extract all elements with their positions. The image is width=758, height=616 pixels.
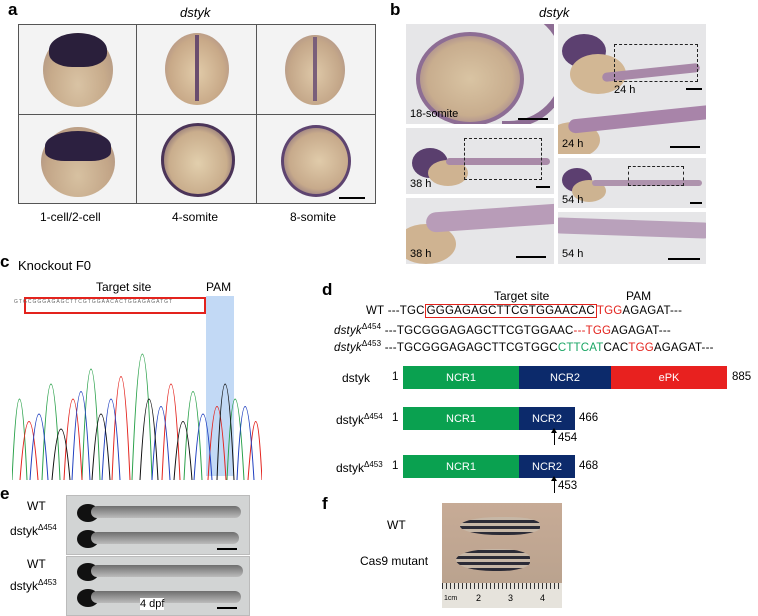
protein-label-d454: dstykΔ454	[336, 412, 383, 427]
embryo-1cell-top	[43, 33, 113, 107]
panel-e-label: e	[0, 484, 10, 503]
domain-epk: ePK	[611, 366, 727, 389]
embryo-4somite-top	[165, 33, 229, 105]
protein-start-d453: 1	[392, 460, 399, 472]
panel-a-label: a	[8, 0, 18, 19]
larvae-pair-2	[66, 556, 250, 616]
larvae-pair-1	[66, 495, 250, 555]
protein-start-wt: 1	[392, 371, 399, 383]
domain-ncr1-d454: NCR1	[403, 407, 519, 430]
photo-54h-zoom: 54 h	[558, 212, 706, 264]
embryo-1cell-bottom	[41, 127, 115, 197]
label-cas9: Cas9 mutant	[360, 554, 429, 568]
stage-label-2: 4-somite	[172, 210, 219, 224]
panel-c-target-label: Target site	[96, 280, 152, 294]
target-box	[24, 297, 206, 314]
protein-start-d454: 1	[392, 412, 399, 424]
panel-f-label: f	[322, 494, 328, 513]
panel-c-label: c	[0, 252, 10, 271]
protein-end-d454: 466	[579, 412, 599, 424]
photo-38h-whole: 38 h	[406, 128, 554, 194]
panel-a-grid	[18, 24, 376, 204]
panel-c-title: Knockout F0	[18, 258, 91, 273]
arrow-d454	[554, 431, 555, 445]
scale-bar	[339, 197, 365, 199]
panel-b-gene: dstyk	[539, 5, 570, 20]
label-wt-f: WT	[387, 518, 406, 532]
domain-ncr2: NCR2	[519, 366, 611, 389]
seq-d453: dstykΔ453 ---TGCGGGAGAGCTTCGTGGCCTTCATCA…	[334, 339, 714, 354]
ruler-4: 4	[540, 593, 546, 603]
panel-b-label: b	[390, 0, 401, 19]
photo-38h-zoom: 38 h	[406, 198, 554, 264]
label-d454: dstykΔ454	[10, 523, 57, 538]
arrow-d453	[554, 479, 555, 493]
stage-label-1: 1-cell/2-cell	[40, 210, 101, 224]
panel-a-gene: dstyk	[180, 5, 211, 20]
embryo-8somite-bottom	[281, 125, 351, 197]
arrow-label-d454: 454	[558, 432, 578, 444]
stage-label-3: 8-somite	[290, 210, 337, 224]
domain-ncr1: NCR1	[403, 366, 519, 389]
embryo-4somite-bottom	[161, 123, 235, 197]
target-box-d: GGGAGAGCTTCGTGGAACAC	[424, 304, 597, 318]
ruler-3: 3	[508, 593, 514, 603]
label-wt-2: WT	[27, 557, 46, 571]
embryo-8somite-top	[285, 35, 345, 105]
panel-d-label: d	[322, 280, 333, 299]
domain-ncr2-d454: NCR2	[519, 407, 575, 430]
photo-18somite: 18-somite	[406, 24, 554, 124]
arrow-label-d453: 453	[558, 480, 578, 492]
protein-label-wt: dstyk	[342, 371, 371, 385]
domain-ncr2-d453: NCR2	[519, 455, 575, 478]
photo-24h-zoom: 24 h	[558, 96, 706, 154]
adult-fish-photo: 1cm 2 3 4	[442, 503, 562, 608]
label-d453: dstykΔ453	[10, 578, 57, 593]
photo-54h-whole: 54 h	[558, 158, 706, 208]
panel-c-pam-label: PAM	[206, 280, 232, 294]
protein-end-wt: 885	[732, 371, 752, 383]
caption-4dpf: 4 dpf	[140, 598, 165, 610]
ruler-1cm: 1cm	[444, 595, 458, 602]
base-call-row: GTGCGGGAGAGCTTCGTGGAACACTGGAGAGATGT	[14, 299, 174, 305]
protein-end-d453: 468	[579, 460, 599, 472]
protein-label-d453: dstykΔ453	[336, 460, 383, 475]
panel-d-target-label: Target site	[494, 289, 550, 303]
domain-ncr1-d453: NCR1	[403, 455, 519, 478]
seq-wt: WT ---TGC GGGAGAGCTTCGTGGAACAC TGGAGAGAT--…	[366, 304, 683, 318]
seq-d454: dstykΔ454 ---TGCGGGAGAGCTTCGTGGAAC---TGG…	[334, 322, 671, 337]
panel-d-pam-label: PAM	[626, 289, 652, 303]
label-wt-1: WT	[27, 499, 46, 513]
chromatogram	[12, 353, 262, 480]
ruler-2: 2	[476, 593, 482, 603]
